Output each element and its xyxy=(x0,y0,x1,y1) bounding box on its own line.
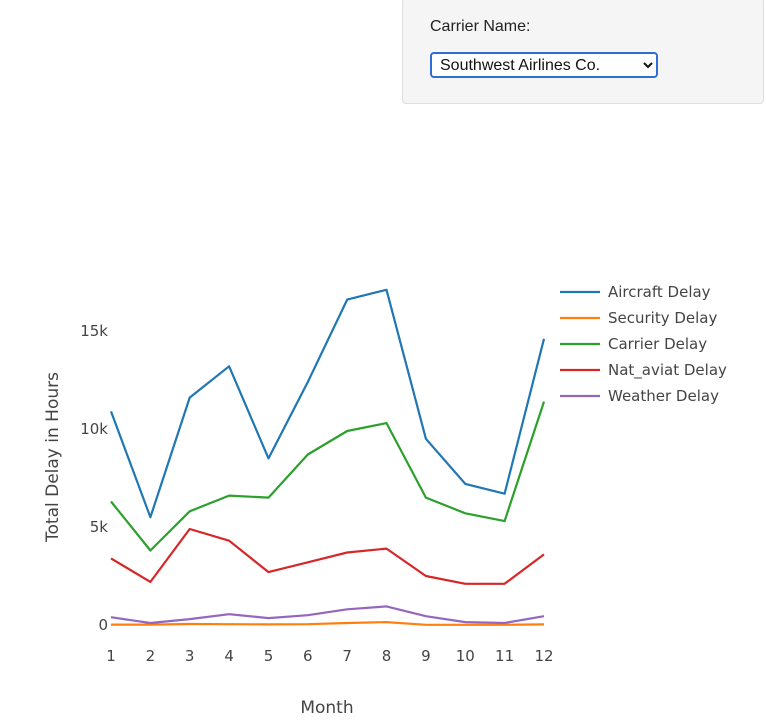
x-axis-ticks: 1 2 3 4 5 6 7 8 9 10 11 12 xyxy=(106,647,553,665)
legend-item-nat-aviat-delay[interactable]: Nat_aviat Delay xyxy=(560,361,727,380)
y-axis-ticks: 0 5k 10k 15k xyxy=(80,322,108,634)
legend-label: Carrier Delay xyxy=(608,335,707,353)
carrier-name-label: Carrier Name: xyxy=(430,18,531,35)
legend-item-carrier-delay[interactable]: Carrier Delay xyxy=(560,335,707,353)
legend-label: Nat_aviat Delay xyxy=(608,361,727,380)
x-tick-label: 7 xyxy=(342,647,352,665)
x-tick-label: 5 xyxy=(264,647,274,665)
series-line-nat-aviat-delay[interactable] xyxy=(110,527,545,585)
carrier-name-select[interactable]: Southwest Airlines Co. xyxy=(430,52,658,78)
x-tick-label: 3 xyxy=(185,647,195,665)
series-line-weather-delay[interactable] xyxy=(110,605,545,625)
x-axis-title: Month xyxy=(300,698,353,718)
x-tick-label: 10 xyxy=(456,647,475,665)
y-tick-label: 15k xyxy=(80,322,108,340)
y-tick-label: 0 xyxy=(98,616,108,634)
y-axis-title: Total Delay in Hours xyxy=(43,372,63,543)
y-tick-label: 5k xyxy=(90,518,109,536)
series-line-carrier-delay[interactable] xyxy=(110,401,546,552)
filter-panel: Carrier Name: Southwest Airlines Co. xyxy=(402,0,764,104)
series-line-security-delay[interactable] xyxy=(111,620,545,626)
legend-item-security-delay[interactable]: Security Delay xyxy=(560,309,718,327)
x-tick-label: 1 xyxy=(106,647,116,665)
x-tick-label: 6 xyxy=(303,647,313,665)
x-tick-label: 2 xyxy=(146,647,156,665)
x-tick-label: 12 xyxy=(534,647,553,665)
legend-label: Weather Delay xyxy=(608,387,719,405)
x-tick-label: 11 xyxy=(495,647,514,665)
legend-label: Security Delay xyxy=(608,309,718,327)
legend-item-aircraft-delay[interactable]: Aircraft Delay xyxy=(560,283,711,301)
x-tick-label: 9 xyxy=(421,647,431,665)
plot-lines xyxy=(109,288,546,626)
chart-legend[interactable]: Aircraft Delay Security Delay Carrier Dela… xyxy=(560,283,727,405)
x-tick-label: 8 xyxy=(382,647,392,665)
legend-label: Aircraft Delay xyxy=(608,283,711,301)
x-tick-label: 4 xyxy=(224,647,234,665)
series-line-aircraft-delay[interactable] xyxy=(109,288,546,519)
y-tick-label: 10k xyxy=(80,420,108,438)
legend-item-weather-delay[interactable]: Weather Delay xyxy=(560,387,719,405)
